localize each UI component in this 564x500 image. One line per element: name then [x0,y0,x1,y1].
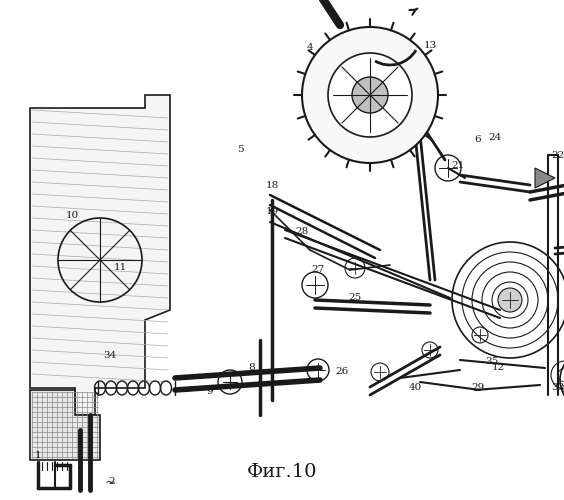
Text: 18: 18 [266,180,279,190]
Text: 35: 35 [486,358,499,366]
Polygon shape [30,390,100,460]
Text: 19: 19 [266,208,279,216]
Polygon shape [30,95,170,415]
Text: 40: 40 [408,384,422,392]
Text: 21: 21 [451,160,465,170]
Text: 26: 26 [336,368,349,376]
Text: Фиг.10: Фиг.10 [247,463,317,481]
Text: 8: 8 [249,364,255,372]
Text: 2: 2 [109,478,115,486]
Text: 13: 13 [424,40,437,50]
Text: 29: 29 [472,384,484,392]
Circle shape [352,77,388,113]
Text: ~: ~ [105,476,115,488]
Text: 11: 11 [113,264,127,272]
Circle shape [498,288,522,312]
Polygon shape [535,168,555,188]
Text: 31: 31 [561,386,564,394]
Text: 33: 33 [552,384,564,392]
Text: 34: 34 [103,350,117,360]
Text: 10: 10 [65,210,78,220]
Text: 4: 4 [307,44,314,52]
Text: 6: 6 [475,136,481,144]
Text: 28: 28 [296,228,309,236]
Circle shape [328,53,412,137]
Text: 1: 1 [35,450,41,460]
Text: 9: 9 [206,388,213,396]
Text: 25: 25 [349,294,362,302]
Circle shape [302,27,438,163]
Text: 22: 22 [552,150,564,160]
Text: 12: 12 [491,364,505,372]
Text: 27: 27 [311,266,325,274]
Text: 24: 24 [488,134,501,142]
Text: 5: 5 [237,146,243,154]
